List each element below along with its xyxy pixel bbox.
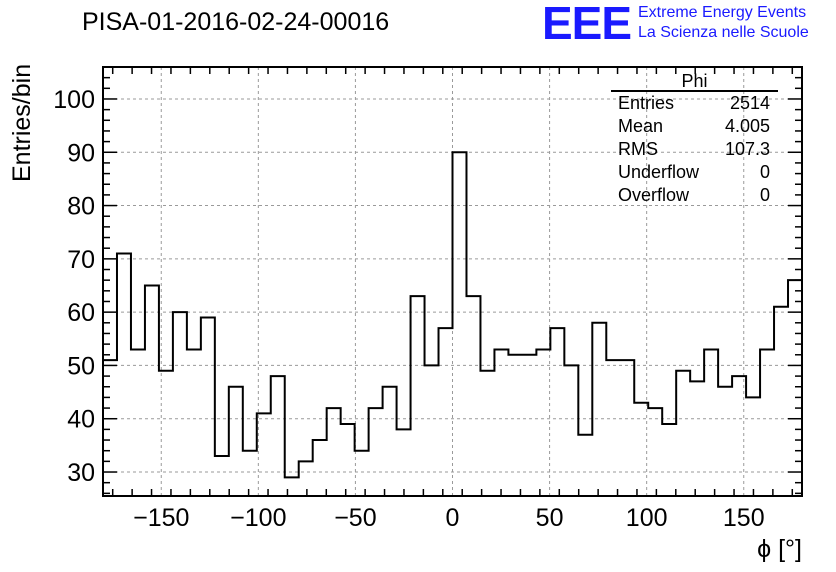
histogram-bin bbox=[145, 285, 159, 496]
logo-line-1: Extreme Energy Events bbox=[638, 4, 807, 21]
stats-row-mean: Mean 4.005 bbox=[611, 115, 778, 138]
y-tick-label: 100 bbox=[53, 86, 95, 114]
y-axis-label: Entries/bin bbox=[8, 63, 36, 182]
stats-value: 107.3 bbox=[724, 139, 770, 159]
histogram-bin bbox=[648, 408, 662, 496]
x-tick-label: 50 bbox=[536, 504, 564, 532]
histogram-bin bbox=[369, 408, 383, 496]
x-axis-label: ϕ [°] bbox=[757, 535, 802, 563]
histogram-bin bbox=[592, 323, 606, 496]
histogram-bin bbox=[257, 413, 271, 496]
x-tick-label: 150 bbox=[723, 504, 765, 532]
histogram-bin bbox=[327, 408, 341, 496]
histogram-bin bbox=[676, 371, 690, 496]
histogram-bin bbox=[173, 312, 187, 496]
histogram-bin bbox=[243, 451, 257, 496]
y-tick-label: 60 bbox=[67, 299, 95, 327]
stats-value: 0 bbox=[759, 162, 770, 182]
stats-title: Phi bbox=[611, 72, 778, 92]
stats-value: 0 bbox=[759, 185, 770, 205]
stats-row-entries: Entries 2514 bbox=[611, 92, 778, 115]
histogram-bin bbox=[131, 349, 145, 496]
histogram-bin bbox=[732, 376, 746, 496]
histogram-bin bbox=[704, 349, 718, 496]
histogram-bin bbox=[606, 360, 620, 496]
x-tick-label: 0 bbox=[446, 504, 460, 532]
stats-label: RMS bbox=[618, 139, 658, 159]
histogram-bin bbox=[453, 152, 467, 496]
eee-logo: EEE bbox=[542, 0, 632, 49]
histogram-bin bbox=[620, 360, 634, 496]
histogram-outline bbox=[103, 151, 802, 479]
y-tick-label: 80 bbox=[67, 193, 95, 221]
x-tick-label: 100 bbox=[626, 504, 668, 532]
histogram-bin bbox=[536, 349, 550, 496]
x-tick-label: −50 bbox=[334, 504, 376, 532]
histogram-bin bbox=[425, 365, 439, 496]
histogram-bin bbox=[662, 424, 676, 496]
histogram-bin bbox=[690, 381, 704, 496]
histogram-bin bbox=[578, 435, 592, 496]
y-tick-label: 30 bbox=[67, 459, 95, 487]
histogram-bin bbox=[774, 307, 788, 496]
histogram-bin bbox=[313, 440, 327, 496]
histogram-bin bbox=[634, 403, 648, 496]
stats-value: 2514 bbox=[729, 93, 770, 113]
histogram-bin bbox=[271, 376, 285, 496]
histogram-bin bbox=[508, 355, 522, 496]
histogram-bin bbox=[187, 349, 201, 496]
histogram-bin bbox=[355, 451, 369, 496]
histogram-bin bbox=[411, 296, 425, 496]
histogram-bin bbox=[215, 456, 229, 496]
histogram-bin bbox=[746, 397, 760, 496]
histogram-bin bbox=[383, 387, 397, 496]
logo-line-2: La Scienza nelle Scuole bbox=[638, 24, 809, 41]
histogram-bin bbox=[103, 360, 117, 496]
chart-title: PISA-01-2016-02-24-00016 bbox=[82, 8, 390, 36]
stats-row-rms: RMS 107.3 bbox=[611, 138, 778, 161]
histogram-bin bbox=[480, 371, 494, 496]
histogram-bin bbox=[760, 349, 774, 496]
stats-row-underflow: Underflow 0 bbox=[611, 161, 778, 184]
histogram-bin bbox=[439, 328, 453, 496]
histogram-bin bbox=[299, 461, 313, 496]
plot-frame bbox=[102, 66, 803, 497]
histogram-bin bbox=[550, 328, 564, 496]
histogram-bin bbox=[718, 387, 732, 496]
x-tick-label: −100 bbox=[230, 504, 286, 532]
stats-label: Overflow bbox=[618, 185, 690, 205]
histogram-bin bbox=[201, 317, 215, 496]
stats-label: Entries bbox=[618, 93, 675, 113]
y-tick-label: 70 bbox=[67, 246, 95, 274]
histogram-bin bbox=[522, 355, 536, 496]
x-tick-label: −150 bbox=[133, 504, 189, 532]
histogram-bin bbox=[159, 371, 173, 496]
histogram-bin bbox=[341, 424, 355, 496]
histogram-bin bbox=[397, 429, 411, 496]
y-tick-label: 40 bbox=[67, 406, 95, 434]
histogram-bin bbox=[466, 296, 480, 496]
histogram-series bbox=[103, 151, 802, 496]
y-tick-label: 90 bbox=[67, 139, 95, 167]
y-tick-label: 50 bbox=[67, 352, 95, 380]
stats-label: Mean bbox=[618, 116, 664, 136]
stats-value: 4.005 bbox=[724, 116, 770, 136]
axis-ticks bbox=[103, 66, 802, 496]
histogram-bin bbox=[117, 254, 131, 496]
axis-tick-labels: −150 −100 −50 0 50 100 150 30 40 50 60 70 80 90 100 bbox=[53, 86, 764, 532]
histogram-bin bbox=[229, 387, 243, 496]
histogram-bin bbox=[494, 349, 508, 496]
histogram-bin bbox=[564, 365, 578, 496]
stats-box: Phi Entries 2514 Mean 4.005 RMS 107.3 Un… bbox=[611, 72, 778, 207]
stats-label: Underflow bbox=[618, 162, 700, 182]
stats-row-overflow: Overflow 0 bbox=[611, 184, 778, 207]
